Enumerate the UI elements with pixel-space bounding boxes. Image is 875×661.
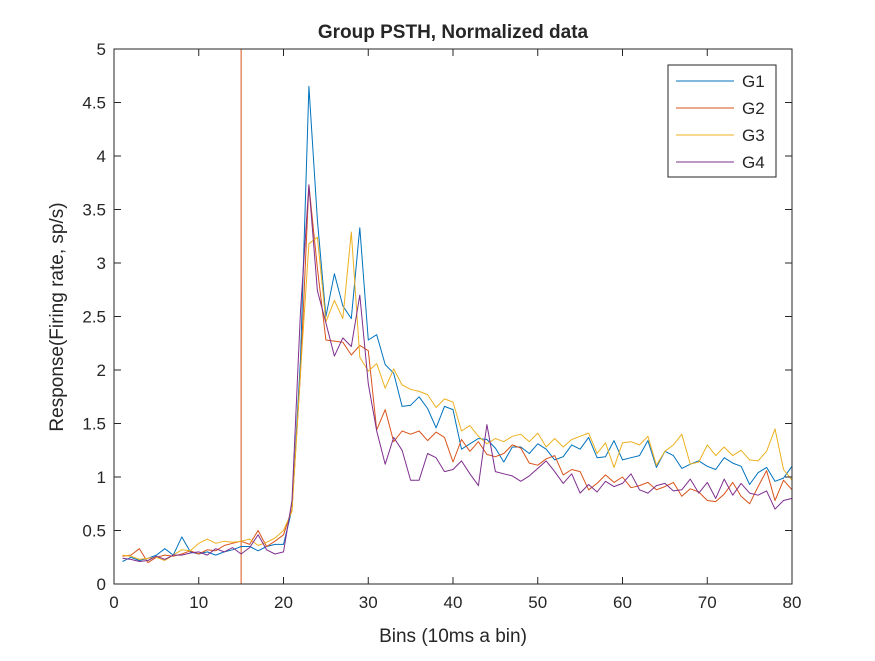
y-tick-label: 0.5 xyxy=(82,522,106,541)
y-tick-label: 2.5 xyxy=(82,308,106,327)
x-axis-label: Bins (10ms a bin) xyxy=(379,626,527,647)
x-tick-label: 20 xyxy=(274,593,293,612)
y-tick-label: 1 xyxy=(97,468,106,487)
x-tick-label: 70 xyxy=(698,593,717,612)
legend-label-g2: G2 xyxy=(742,99,765,118)
y-tick-label: 2 xyxy=(97,361,106,380)
legend-label-g4: G4 xyxy=(742,153,765,172)
x-tick-label: 50 xyxy=(528,593,547,612)
legend-box xyxy=(667,64,777,178)
plot-area xyxy=(122,49,793,584)
y-tick-label: 5 xyxy=(97,40,106,59)
y-tick-label: 4.5 xyxy=(82,94,106,113)
legend: G1 G2 G3 G4 xyxy=(667,64,777,178)
x-tick-label: 60 xyxy=(613,593,632,612)
series-line-g3 xyxy=(122,231,793,561)
legend-label-g3: G3 xyxy=(742,126,765,145)
legend-label-g1: G1 xyxy=(742,72,765,91)
y-axis-label: Response(Firing rate, sp/s) xyxy=(47,202,68,431)
y-tick-label: 1.5 xyxy=(82,415,106,434)
y-tick-label: 3.5 xyxy=(82,201,106,220)
x-tick-label: 40 xyxy=(444,593,463,612)
x-tick-label: 80 xyxy=(783,593,802,612)
x-tick-label: 30 xyxy=(359,593,378,612)
y-tick-label: 4 xyxy=(97,147,106,166)
x-tick-label: 0 xyxy=(109,593,118,612)
y-tick-label: 3 xyxy=(97,254,106,273)
x-tick-label: 10 xyxy=(189,593,208,612)
y-tick-label: 0 xyxy=(97,575,106,594)
series-line-g4 xyxy=(122,184,793,562)
axes: 0 10 20 30 40 50 60 70 80 0 0.5 1 1.5 2 2.5 3 3.5 4 4.5 5 xyxy=(82,40,801,612)
chart-title: Group PSTH, Normalized data xyxy=(318,22,589,43)
series-line-g2 xyxy=(122,184,793,564)
